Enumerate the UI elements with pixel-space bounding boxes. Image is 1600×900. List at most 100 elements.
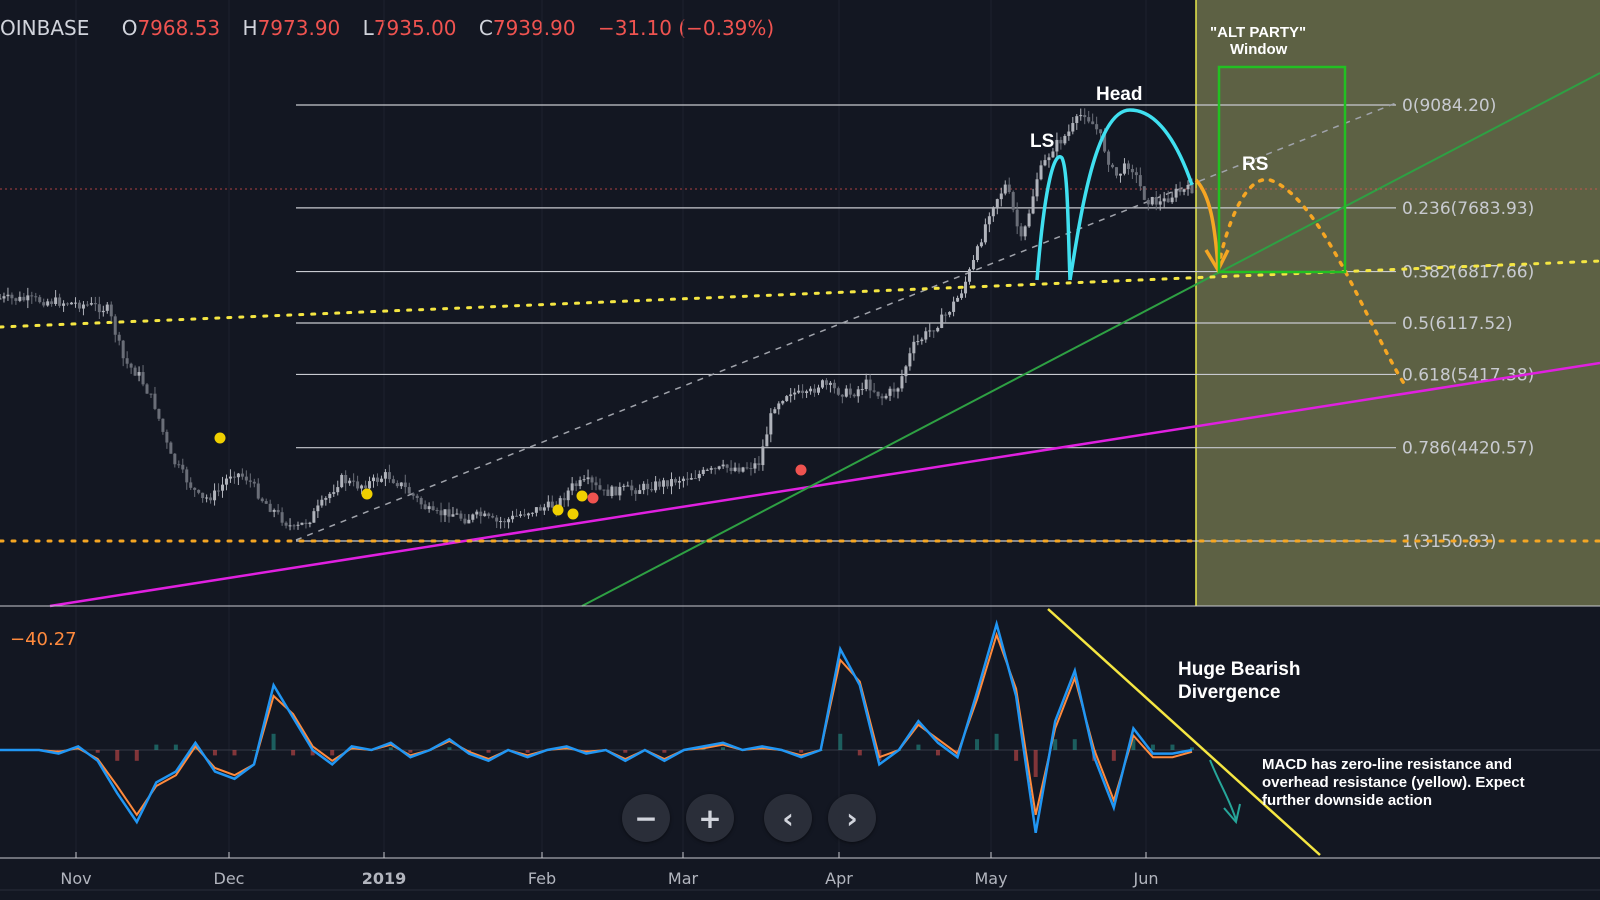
candle-body: [70, 302, 74, 305]
candle-body: [463, 518, 467, 524]
candle-body: [828, 382, 832, 385]
candle-body: [1122, 163, 1126, 174]
scroll-left-button[interactable]: ‹: [764, 794, 812, 842]
macd-histogram-bar: [994, 733, 999, 750]
candle-body: [340, 475, 344, 488]
change-value: −31.10 (−0.39%): [597, 16, 775, 40]
candle-body: [824, 380, 828, 385]
candle-body: [1174, 188, 1178, 198]
candle-body: [435, 510, 439, 512]
scroll-right-button[interactable]: ›: [828, 794, 876, 842]
candle-body: [924, 331, 928, 340]
macd-note-1: MACD has zero-line resistance and: [1262, 756, 1512, 773]
candle-body: [590, 477, 594, 483]
candle-body: [173, 453, 177, 465]
macd-histogram-bar: [330, 750, 335, 756]
zoom-out-button[interactable]: −: [622, 794, 670, 842]
red-signal-dot: [587, 492, 599, 504]
close-value: 7939.90: [492, 16, 576, 40]
candle-body: [1103, 133, 1107, 152]
candle-body: [395, 483, 399, 487]
zoom-in-button[interactable]: +: [686, 794, 734, 842]
open-label: O: [121, 16, 138, 40]
alt-party-window-box: [1217, 65, 1347, 274]
candle-body: [995, 199, 999, 208]
candle-body: [594, 482, 598, 486]
candle-body: [753, 463, 757, 469]
candle-body: [1075, 116, 1079, 124]
yellow-signal-dot: [567, 508, 579, 520]
candle-body: [236, 473, 240, 478]
macd-histogram-bar: [1053, 739, 1058, 750]
macd-histogram-bar: [291, 750, 296, 756]
candle-body: [360, 485, 364, 489]
candle-body: [1107, 151, 1111, 165]
candle-body: [455, 513, 459, 515]
yellow-signal-dot: [552, 504, 564, 516]
orange-drop-arrow: [1194, 178, 1220, 269]
candle-body: [503, 521, 507, 523]
symbol-name: OINBASE: [0, 16, 90, 40]
yellow-signal-dot: [361, 488, 373, 500]
candle-body: [622, 485, 626, 487]
candle-body: [368, 481, 372, 489]
candle-body: [125, 358, 129, 364]
high-value: 7973.90: [257, 16, 341, 40]
candle-body: [344, 475, 348, 484]
candle-body: [22, 296, 26, 301]
candle-body: [14, 298, 18, 301]
macd-histogram-bar: [1014, 750, 1019, 761]
candle-body: [109, 304, 113, 317]
candle-body: [499, 521, 503, 523]
candle-body: [602, 489, 606, 491]
candle-body: [232, 476, 236, 478]
candle-body: [193, 487, 197, 490]
candle-body: [681, 478, 685, 482]
candle-body: [1186, 184, 1190, 190]
candle-body: [296, 524, 300, 526]
candle-body: [916, 341, 920, 343]
candle-body: [880, 396, 884, 399]
candle-body: [364, 485, 368, 489]
candle-body: [451, 514, 455, 517]
candle-body: [908, 353, 912, 367]
candle-body: [129, 363, 133, 368]
candle-body: [97, 304, 101, 313]
candle-body: [383, 472, 387, 479]
fib-level-label: 1(3150.83): [1402, 532, 1496, 552]
candle-body: [522, 514, 526, 516]
candle-body: [419, 497, 423, 505]
candle-body: [586, 477, 590, 480]
candle-body: [836, 388, 840, 395]
macd-histogram-bar: [447, 747, 452, 750]
candle-body: [495, 517, 499, 522]
candle-body: [892, 388, 896, 392]
macd-note-3: further downside action: [1262, 792, 1432, 809]
candle-body: [896, 388, 900, 392]
candle-body: [1043, 160, 1047, 166]
candle-body: [888, 388, 892, 396]
candle-body: [904, 366, 908, 377]
candle-body: [793, 392, 797, 395]
candle-body: [912, 341, 916, 354]
candle-body: [884, 395, 888, 399]
candle-body: [979, 242, 983, 247]
candle-body: [256, 483, 260, 499]
candle-body: [805, 391, 809, 393]
candle-body: [177, 464, 181, 466]
candle-body: [570, 483, 574, 491]
candle-body: [276, 509, 280, 513]
macd-teal-arrow-head: [1223, 803, 1241, 825]
candle-body: [328, 493, 332, 499]
candle-body: [288, 525, 292, 527]
candle-body: [646, 483, 650, 490]
candle-body: [443, 509, 447, 516]
candle-body: [654, 481, 658, 491]
candle-body: [546, 501, 550, 508]
candle-body: [971, 260, 975, 270]
right-shoulder-label: RS: [1242, 154, 1268, 175]
candle-body: [18, 296, 22, 301]
candle-body: [936, 327, 940, 332]
candle-body: [1138, 175, 1142, 187]
